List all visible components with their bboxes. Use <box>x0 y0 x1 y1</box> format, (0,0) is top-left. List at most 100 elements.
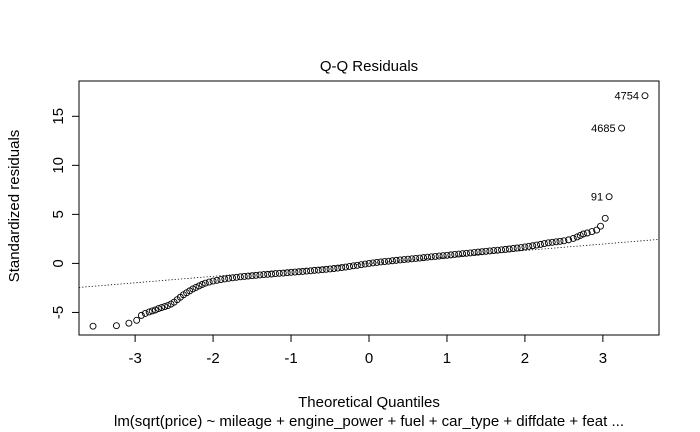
residual-point <box>310 266 318 274</box>
residual-point <box>385 257 392 265</box>
x-tick-label: -1 <box>284 350 297 367</box>
residual-point <box>618 124 626 132</box>
residual-point <box>164 302 172 310</box>
residual-point <box>161 303 169 311</box>
residual-point <box>137 311 145 319</box>
residual-point <box>501 245 509 253</box>
x-axis-label: Theoretical Quantiles <box>298 394 440 411</box>
residual-point <box>427 253 435 261</box>
residual-point <box>260 271 268 279</box>
y-tick-label: 15 <box>50 108 67 125</box>
residual-point <box>303 267 311 275</box>
residual-point <box>283 269 291 277</box>
residual-point <box>229 274 237 282</box>
residual-point <box>236 273 244 281</box>
residual-point <box>365 259 373 267</box>
residual-point <box>125 319 133 327</box>
residual-point <box>579 230 587 238</box>
residual-point <box>588 228 596 235</box>
residual-point <box>353 261 361 269</box>
residual-point <box>233 273 240 281</box>
model-formula-subtitle: lm(sqrt(price) ~ mileage + engine_power … <box>114 413 624 430</box>
plot-area: -3 -2 -1 0 1 2 3 -5 0 5 10 15 4754 4685 91 <box>50 80 660 367</box>
residual-point <box>439 252 447 260</box>
residual-point <box>381 258 389 265</box>
residual-point <box>641 92 649 100</box>
residual-point <box>369 259 377 267</box>
residual-point <box>601 214 609 222</box>
residual-point <box>593 226 601 234</box>
outlier-label: 4685 <box>591 123 615 135</box>
residual-point <box>443 251 451 259</box>
y-tick-label: 0 <box>50 259 67 267</box>
residual-point <box>240 273 248 280</box>
residual-point <box>490 247 498 255</box>
residual-point <box>213 276 221 284</box>
residual-point <box>424 253 431 261</box>
residual-point <box>256 271 264 279</box>
residual-point <box>314 266 322 274</box>
x-tick-label: -2 <box>206 350 219 367</box>
residual-point <box>517 244 525 251</box>
residual-point <box>548 238 556 246</box>
residual-point <box>455 250 463 258</box>
residual-point <box>349 262 357 270</box>
residual-point <box>478 248 486 256</box>
residual-point <box>505 245 513 253</box>
residual-point <box>264 270 272 278</box>
residual-point <box>209 277 217 285</box>
qq-reference-line <box>78 238 660 288</box>
residual-point <box>540 240 548 248</box>
residual-point <box>244 272 252 280</box>
residual-point <box>141 309 149 317</box>
residual-point <box>198 281 206 288</box>
residual-point <box>509 245 517 252</box>
residual-point <box>217 276 225 284</box>
residual-point <box>201 279 209 287</box>
residual-point <box>605 193 613 201</box>
residual-point <box>338 264 346 271</box>
residual-point <box>221 275 229 283</box>
residual-point <box>544 239 552 247</box>
residual-point <box>486 247 494 255</box>
residual-point <box>318 266 326 274</box>
residual-point <box>189 285 197 293</box>
residual-point <box>272 270 279 278</box>
x-tick-label: 2 <box>521 350 529 367</box>
residual-point <box>447 251 455 259</box>
residual-point <box>299 268 307 275</box>
residual-point <box>392 256 400 264</box>
residual-point <box>248 272 256 280</box>
y-tick-label: 5 <box>50 210 67 218</box>
residual-point <box>205 278 213 286</box>
residual-point <box>525 242 533 250</box>
residual-point <box>155 305 162 312</box>
residual-point <box>287 268 295 276</box>
residual-point <box>357 261 365 269</box>
residual-point <box>482 247 490 255</box>
residual-point <box>361 260 369 268</box>
residual-point <box>470 249 478 256</box>
residual-point <box>533 241 541 249</box>
residual-point <box>435 252 443 260</box>
residual-point <box>158 304 166 311</box>
chart-title: Q-Q Residuals <box>320 58 418 75</box>
y-axis-label: Standardized residuals <box>6 130 23 283</box>
residual-point <box>295 268 303 276</box>
residual-point <box>521 243 529 251</box>
residual-point <box>279 269 287 277</box>
residual-point <box>322 265 330 273</box>
residual-point <box>275 269 283 277</box>
outlier-label: 4754 <box>614 91 638 103</box>
residual-point <box>560 237 568 245</box>
residual-point <box>431 252 439 260</box>
residual-point <box>529 242 537 250</box>
residual-point <box>576 232 584 239</box>
residual-point <box>462 249 470 257</box>
residual-point <box>268 270 276 278</box>
residual-point <box>513 244 521 252</box>
residual-point <box>195 282 203 290</box>
x-tick-label: 0 <box>365 350 373 367</box>
residual-point <box>400 256 408 264</box>
